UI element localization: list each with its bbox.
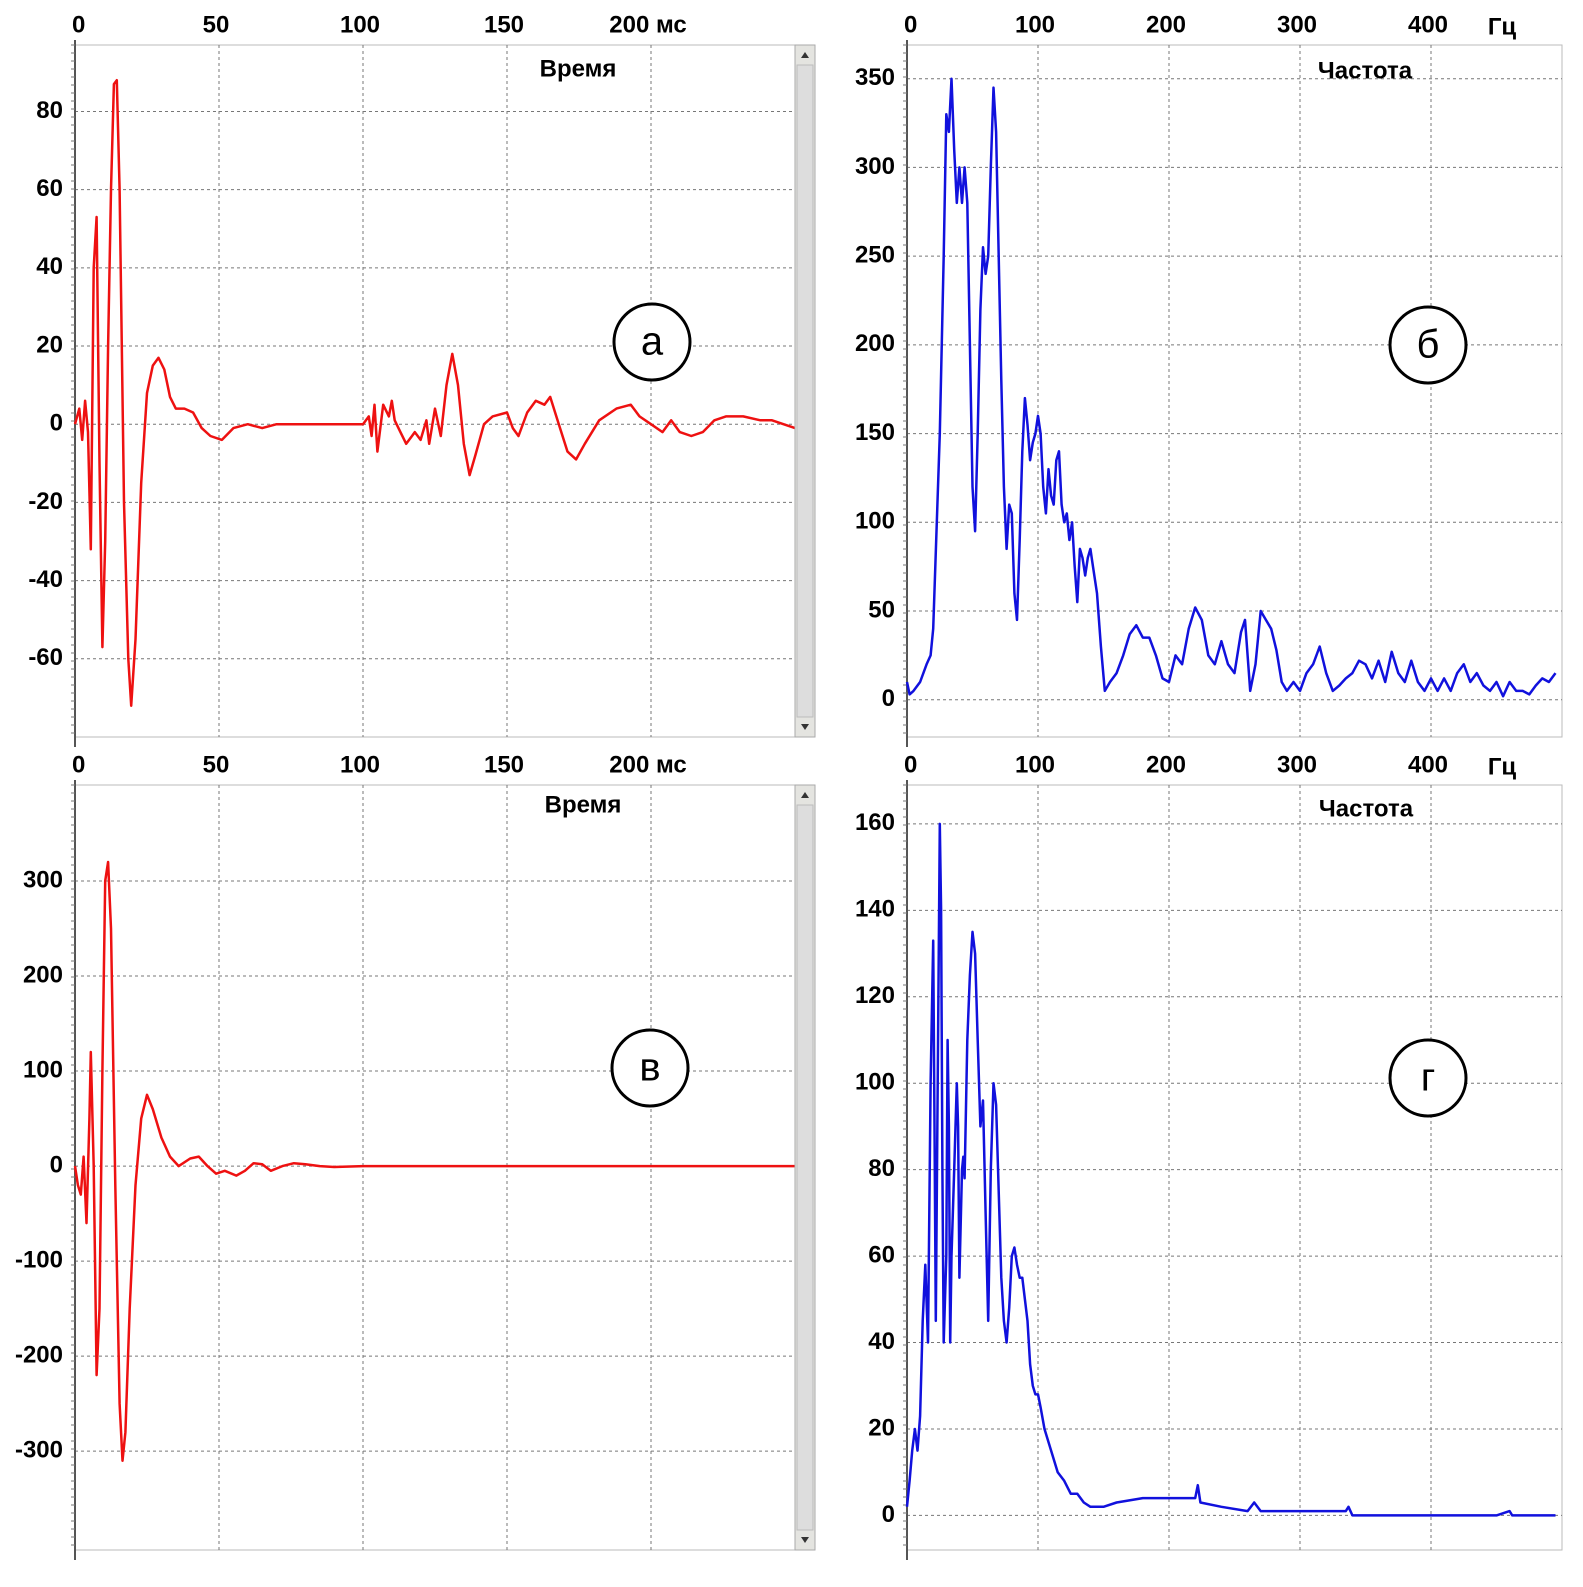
annotation: г: [1421, 1056, 1436, 1100]
x-tick-label: 150: [484, 751, 524, 778]
x-tick-label: 150: [484, 11, 524, 38]
y-tick-label: 100: [23, 1056, 63, 1083]
annotation-circle: [1388, 305, 1468, 385]
y-tick-label: 0: [882, 1501, 895, 1528]
x-tick-label: 0: [72, 751, 85, 778]
y-tick-label: 60: [868, 1241, 895, 1268]
y-tick-label: 300: [855, 153, 895, 180]
x-tick-label: 200: [1146, 11, 1186, 38]
chart-title: Время: [540, 55, 617, 82]
annotation: в: [639, 1046, 660, 1090]
y-tick-label: 250: [855, 241, 895, 268]
y-tick-label: 120: [855, 982, 895, 1009]
y-tick-label: 0: [882, 685, 895, 712]
annotation-circle: [612, 302, 692, 382]
y-tick-label: 80: [868, 1155, 895, 1182]
chart-title: Время: [545, 791, 622, 818]
x-tick-label: 50: [203, 751, 230, 778]
y-tick-label: 350: [855, 64, 895, 91]
y-tick-label: 200: [855, 330, 895, 357]
chart-title: Частота: [1318, 57, 1413, 84]
plot-area: [74, 44, 796, 738]
data-line: [73, 860, 795, 1462]
y-tick-label: 20: [868, 1414, 895, 1441]
plot-area: [906, 44, 1563, 738]
annotation-circle: [610, 1028, 690, 1108]
y-tick-label: -200: [15, 1341, 63, 1368]
plot-area: [906, 784, 1563, 1551]
y-tick-label: 0: [50, 1151, 63, 1178]
scroll-arrow: [801, 1537, 809, 1543]
x-axis-label: Гц: [1488, 13, 1517, 40]
y-tick-label: -300: [15, 1437, 63, 1464]
annotation-circle: [1388, 1038, 1468, 1118]
y-tick-label: 0: [50, 410, 63, 437]
x-tick-label: 0: [904, 11, 917, 38]
x-tick-label: 300: [1277, 11, 1317, 38]
y-tick-label: 200: [23, 961, 63, 988]
y-tick-label: 100: [855, 1069, 895, 1096]
chart-title: Частота: [1319, 795, 1414, 822]
y-tick-label: 150: [855, 419, 895, 446]
data-line: [73, 78, 796, 707]
y-tick-label: -100: [15, 1246, 63, 1273]
scroll-arrow: [801, 724, 809, 730]
y-tick-label: 300: [23, 866, 63, 893]
y-tick-label: -60: [28, 644, 63, 671]
y-tick-label: 100: [855, 508, 895, 535]
y-tick-label: 160: [855, 809, 895, 836]
plot-area: [74, 784, 796, 1551]
x-tick-label: 300: [1277, 751, 1317, 778]
scroll-arrow: [801, 792, 809, 798]
y-tick-label: 140: [855, 896, 895, 923]
data-line: [905, 822, 1556, 1517]
y-tick-label: -40: [28, 566, 63, 593]
y-tick-label: 80: [36, 97, 63, 124]
x-tick-label: 0: [72, 11, 85, 38]
y-tick-label: -20: [28, 488, 63, 515]
x-tick-label: 50: [203, 11, 230, 38]
x-tick-label: 200: [1146, 751, 1186, 778]
y-tick-label: 60: [36, 175, 63, 202]
x-tick-label: 400: [1408, 751, 1448, 778]
x-tick-label: 100: [1015, 11, 1055, 38]
annotation: б: [1417, 323, 1440, 367]
scrollbar-thumb: [796, 804, 814, 1531]
y-tick-label: 40: [36, 253, 63, 280]
y-tick-label: 20: [36, 331, 63, 358]
annotation: а: [641, 320, 664, 364]
x-tick-label: 100: [340, 11, 380, 38]
scroll-arrow: [801, 52, 809, 58]
data-line: [905, 77, 1557, 698]
y-tick-label: 50: [868, 596, 895, 623]
x-axis-label: Гц: [1488, 753, 1517, 780]
x-tick-label: 200 мс: [609, 751, 687, 778]
y-tick-label: 40: [868, 1328, 895, 1355]
x-tick-label: 400: [1408, 11, 1448, 38]
x-tick-label: 100: [1015, 751, 1055, 778]
x-tick-label: 100: [340, 751, 380, 778]
scrollbar-thumb: [796, 64, 814, 718]
x-tick-label: 0: [904, 751, 917, 778]
x-tick-label: 200 мс: [609, 11, 687, 38]
